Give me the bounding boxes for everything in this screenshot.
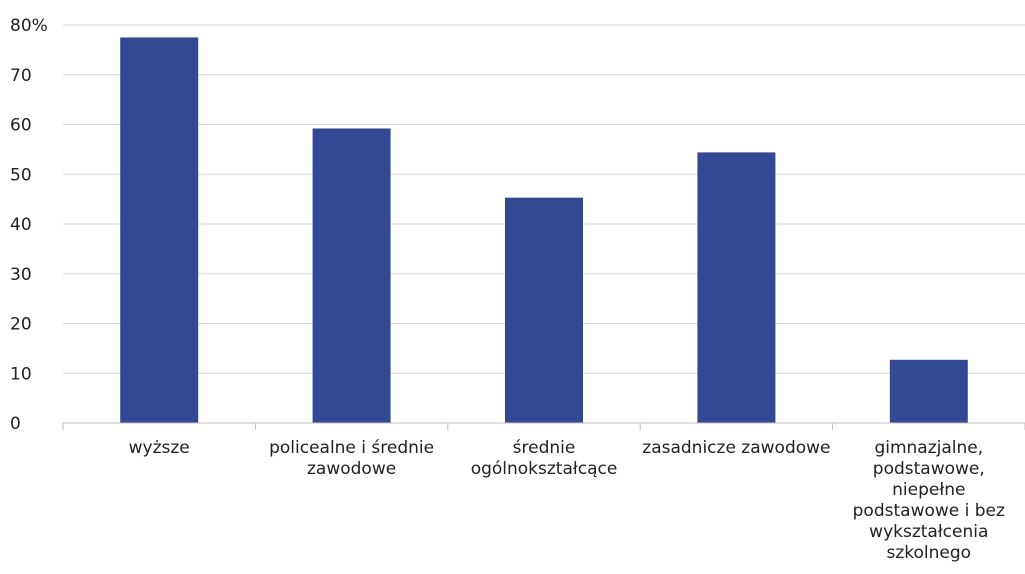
x-category-label-line: gimnazjalne, xyxy=(874,438,983,458)
bar xyxy=(505,197,583,423)
x-category-label: gimnazjalne, podstawowe, niepełne podstawow… xyxy=(853,438,1005,563)
bars xyxy=(120,37,968,424)
y-tick-label: 30 xyxy=(10,265,32,285)
x-category-label-line: policealne i średnie xyxy=(269,438,434,458)
bar xyxy=(312,128,391,424)
y-tick-label: 20 xyxy=(10,315,32,335)
y-tick-label: 70 xyxy=(10,66,32,86)
x-category-label-line: wykształcenia xyxy=(869,522,988,542)
bar xyxy=(889,359,968,423)
y-tick-label: 80% xyxy=(10,16,48,36)
x-category-label-line: wyższe xyxy=(129,438,190,458)
x-category-label-line: zasadnicze zawodowe xyxy=(642,438,830,458)
bar xyxy=(120,37,199,423)
bar xyxy=(697,152,776,424)
x-category-label: średnie ogólnokształcące xyxy=(471,438,618,479)
x-category-label: policealne i średnie zawodowe xyxy=(269,438,434,479)
y-tick-label: 0 xyxy=(10,414,21,434)
x-category-label-line: niepełne xyxy=(892,480,965,500)
x-category-label-line: ogólnokształcące xyxy=(471,459,618,479)
x-axis xyxy=(62,422,1025,430)
y-tick-label: 60 xyxy=(10,116,32,136)
y-axis-tick-labels: 0 10 20 30 40 50 60 70 80% xyxy=(10,16,48,434)
x-category-label: wyższe xyxy=(129,438,190,458)
x-category-label-line: podstawowe i bez xyxy=(853,501,1005,521)
y-tick-label: 50 xyxy=(10,165,32,185)
x-category-label-line: zawodowe xyxy=(307,459,396,479)
x-axis-category-labels: wyższe policealne i średnie zawodowe średni… xyxy=(129,438,1005,563)
x-category-label-line: szkolnego xyxy=(887,543,972,563)
x-category-label-line: średnie xyxy=(513,438,576,458)
x-category-label-line: podstawowe, xyxy=(873,459,985,479)
x-category-label: zasadnicze zawodowe xyxy=(642,438,830,458)
y-tick-label: 40 xyxy=(10,215,32,235)
y-tick-label: 10 xyxy=(10,364,32,384)
